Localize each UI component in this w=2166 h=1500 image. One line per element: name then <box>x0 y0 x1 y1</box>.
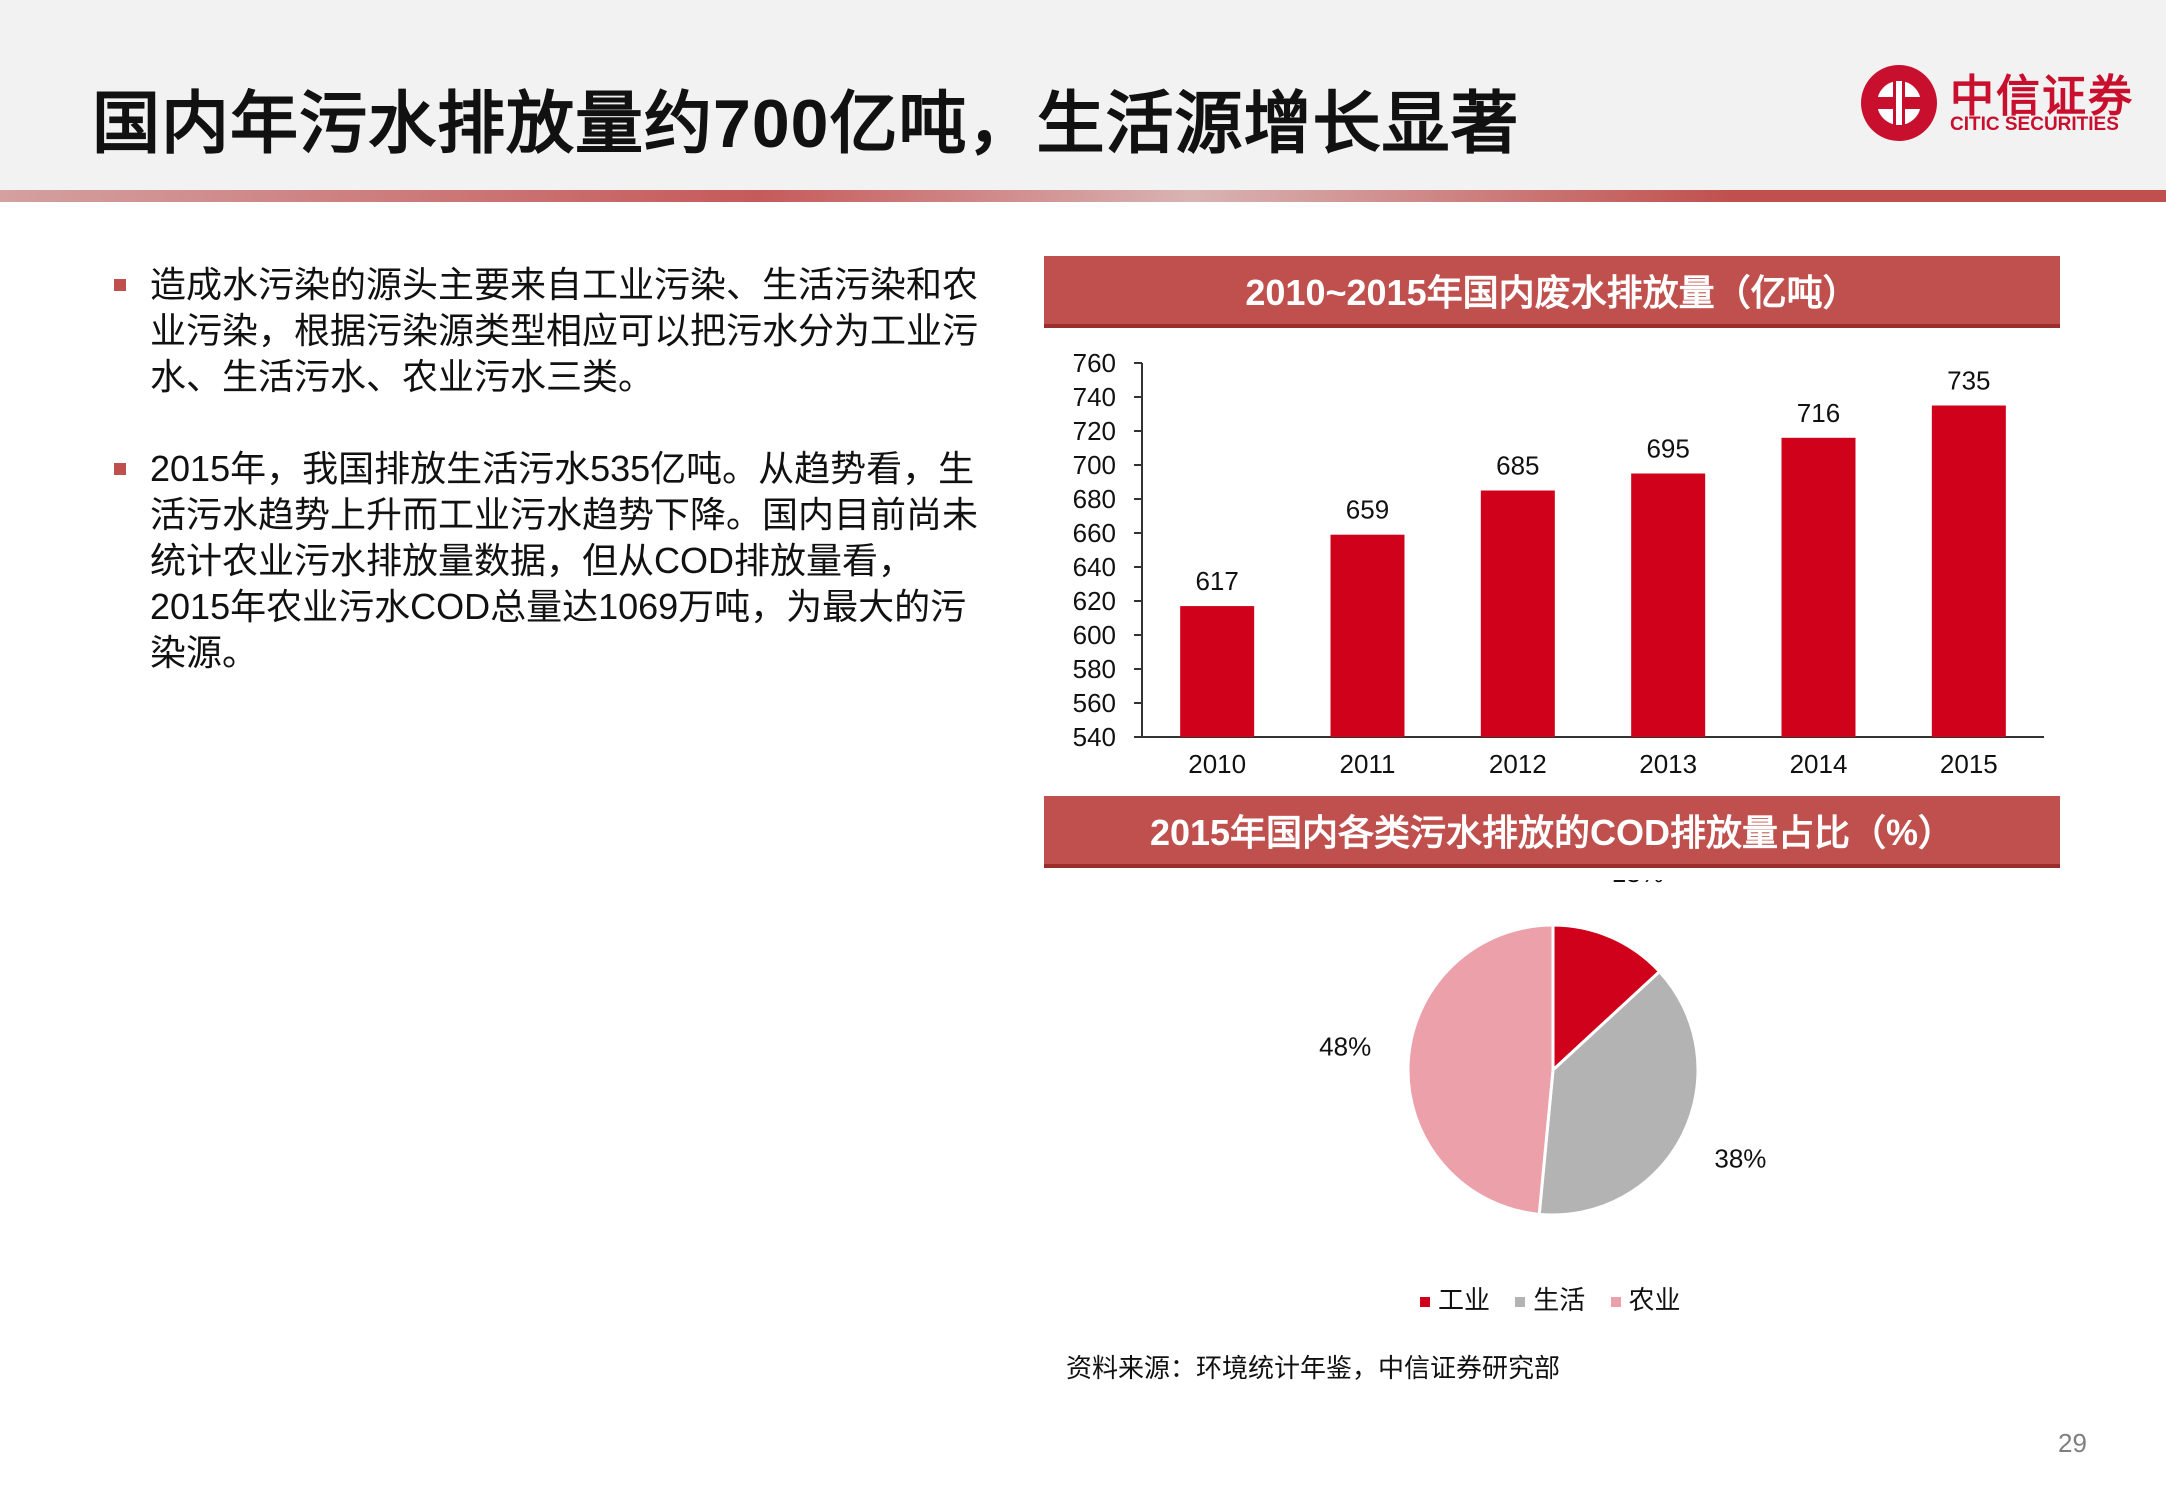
x-tick-label: 2013 <box>1639 749 1697 779</box>
legend-item-industry: 工业 <box>1420 1280 1490 1317</box>
legend-swatch-icon <box>1610 1297 1621 1308</box>
y-tick-label: 620 <box>1073 586 1116 616</box>
legend-item-living: 生活 <box>1515 1280 1585 1317</box>
x-tick-label: 2012 <box>1489 749 1547 779</box>
pie-chart: 13% 38% 48% <box>1319 880 1766 1217</box>
page-number: 29 <box>2058 1428 2087 1458</box>
y-tick-label: 580 <box>1073 654 1116 684</box>
pie-chart-title: 2015年国内各类污水排放的COD排放量占比（%） <box>1044 796 2060 868</box>
citic-logo: 中信证券 CITIC SECURITIES <box>1858 58 2138 148</box>
y-tick-label: 680 <box>1073 484 1116 514</box>
legend-item-agriculture: 农业 <box>1610 1280 1681 1317</box>
pie-value-label: 48% <box>1319 1031 1371 1061</box>
pie-value-label: 13% <box>1612 880 1664 888</box>
page-title: 国内年污水排放量约700亿吨，生活源增长显著 <box>92 86 1520 162</box>
bar-value-label: 695 <box>1646 434 1689 464</box>
bar-value-label: 735 <box>1947 366 1990 396</box>
legend-swatch-icon <box>1420 1297 1430 1308</box>
bar-chart-title: 2010~2015年国内废水排放量（亿吨） <box>1044 256 2060 328</box>
y-tick-label: 540 <box>1073 722 1116 752</box>
pie-value-label: 38% <box>1714 1143 1766 1173</box>
bar-2010 <box>1180 606 1255 737</box>
x-tick-label: 2010 <box>1188 749 1246 779</box>
bar-2013 <box>1631 473 1706 737</box>
bar-2015 <box>1931 405 2006 737</box>
bullet-square-icon <box>114 279 126 291</box>
bar-2012 <box>1480 490 1555 737</box>
pie-slice-industry <box>1551 923 1662 1074</box>
y-tick-label: 740 <box>1073 382 1116 412</box>
bar-value-label: 617 <box>1195 566 1238 596</box>
bar-2014 <box>1781 437 1856 737</box>
bullet-item: 造成水污染的源头主要来自工业污染、生活污染和农业污染，根据污染源类型相应可以把污… <box>110 262 990 400</box>
y-tick-label: 560 <box>1073 688 1116 718</box>
x-tick-label: 2014 <box>1790 749 1848 779</box>
x-tick-label: 2015 <box>1940 749 1998 779</box>
bar-chart: 540 560 580 600 620 640 660 680 700 720 740 760 617 2… <box>1073 348 2044 779</box>
legend-label: 农业 <box>1628 1285 1681 1315</box>
header-divider <box>0 190 2166 202</box>
y-tick-label: 720 <box>1073 416 1116 446</box>
logo-chinese-name: 中信证券 <box>1950 71 2134 122</box>
pie-slice-living <box>1537 969 1700 1217</box>
y-tick-label: 660 <box>1073 518 1116 548</box>
bar-value-label: 659 <box>1346 495 1389 525</box>
pie-legend: 工业 生活 农业 <box>1420 1280 1699 1317</box>
y-tick-label: 760 <box>1073 348 1116 378</box>
logo-english-name: CITIC SECURITIES <box>1950 114 2119 135</box>
y-tick-label: 700 <box>1073 450 1116 480</box>
y-tick-label: 600 <box>1073 620 1116 650</box>
bullet-text: 2015年，我国排放生活污水535亿吨。从趋势看，生活污水趋势上升而工业污水趋势… <box>150 448 979 673</box>
bullet-item: 2015年，我国排放生活污水535亿吨。从趋势看，生活污水趋势上升而工业污水趋势… <box>110 446 990 676</box>
bullet-list: 造成水污染的源头主要来自工业污染、生活污染和农业污染，根据污染源类型相应可以把污… <box>110 262 990 722</box>
bar-value-label: 685 <box>1496 451 1539 481</box>
source-note: 资料来源：环境统计年鉴，中信证券研究部 <box>1066 1353 1561 1383</box>
pie-slice-agriculture <box>1406 923 1555 1216</box>
bar-2011 <box>1330 534 1405 737</box>
bullet-square-icon <box>114 463 126 475</box>
bullet-text: 造成水污染的源头主要来自工业污染、生活污染和农业污染，根据污染源类型相应可以把污… <box>150 264 979 397</box>
y-tick-label: 640 <box>1073 552 1116 582</box>
legend-label: 工业 <box>1438 1285 1491 1315</box>
bar-value-label: 716 <box>1797 398 1840 428</box>
x-tick-label: 2011 <box>1340 749 1396 779</box>
citic-logo-icon <box>1861 65 1937 141</box>
legend-label: 生活 <box>1533 1285 1586 1315</box>
legend-swatch-icon <box>1515 1297 1526 1308</box>
header-bar: 国内年污水排放量约700亿吨，生活源增长显著 中信证券 CITIC SECURI… <box>0 0 2166 190</box>
